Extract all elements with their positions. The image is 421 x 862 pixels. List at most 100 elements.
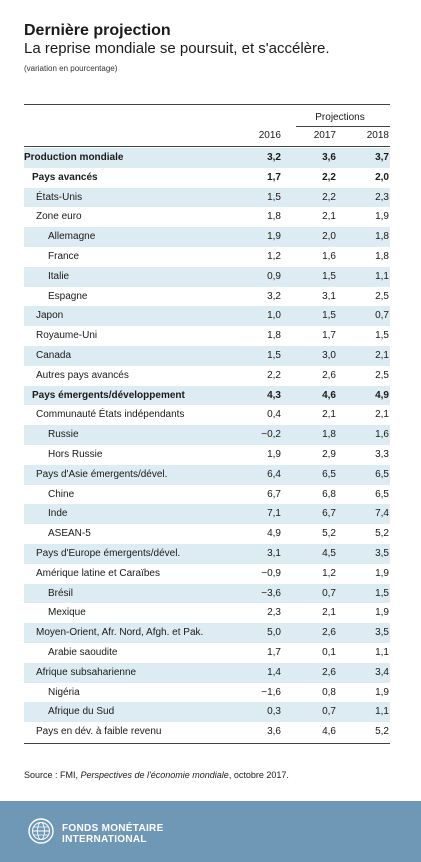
value-2016: 1,0 [267, 310, 281, 322]
row-label: Pays d'Asie émergents/dével. [36, 468, 168, 480]
footer-bar: FONDS MONÉTAIRE INTERNATIONAL [0, 801, 421, 862]
value-2016: 1,9 [267, 231, 281, 243]
row-label: Japon [36, 310, 64, 322]
value-2018: 1,6 [375, 429, 389, 441]
value-2016: 3,1 [267, 547, 281, 559]
value-2017: 2,0 [322, 231, 336, 243]
table-row: Allemagne 1,9 2,0 1,8 [24, 227, 390, 247]
value-2018: 6,5 [375, 488, 389, 500]
value-2017: 1,8 [322, 429, 336, 441]
value-2018: 1,1 [375, 706, 389, 718]
value-2017: 2,2 [322, 171, 336, 183]
year-header-row: 2016 2017 2018 [24, 130, 390, 144]
table-row: ASEAN-5 4,9 5,2 5,2 [24, 524, 390, 544]
value-2016: 1,8 [267, 211, 281, 223]
row-label: Moyen-Orient, Afr. Nord, Afgh. et Pak. [36, 627, 204, 639]
value-2016: 1,9 [267, 448, 281, 460]
table-row: Afrique subsaharienne 1,4 2,6 3,4 [24, 662, 390, 683]
row-label: Zone euro [36, 211, 82, 223]
year-2018-header: 2018 [366, 130, 389, 141]
table-bottom-rule [24, 743, 390, 744]
value-2016: 2,2 [267, 369, 281, 381]
source-note: Source : FMI, Perspectives de l'économie… [24, 770, 289, 780]
org-name: FONDS MONÉTAIRE INTERNATIONAL [62, 823, 164, 845]
value-2018: 3,3 [375, 448, 389, 460]
value-2018: 3,5 [375, 547, 389, 559]
row-label: Hors Russie [48, 448, 103, 460]
value-2018: 2,5 [375, 369, 389, 381]
value-2016: 1,5 [267, 191, 281, 203]
org-name-line2: INTERNATIONAL [62, 834, 147, 845]
value-2018: 2,1 [375, 409, 389, 421]
value-2017: 4,6 [322, 726, 336, 738]
value-2018: 1,9 [375, 607, 389, 619]
value-2017: 3,0 [322, 349, 336, 361]
value-2018: 0,7 [375, 310, 389, 322]
value-2018: 1,5 [375, 587, 389, 599]
table-row: Espagne 3,2 3,1 2,5 [24, 287, 390, 307]
value-2016: −1,6 [261, 686, 281, 698]
row-label: Royaume-Uni [36, 330, 98, 342]
value-2016: 5,0 [267, 627, 281, 639]
row-label: Allemagne [48, 231, 96, 243]
row-label: Chine [48, 488, 75, 500]
projections-rule [296, 126, 390, 127]
value-2017: 2,6 [322, 369, 336, 381]
value-2018: 1,9 [375, 686, 389, 698]
table-row: Arabie saoudite 1,7 0,1 1,1 [24, 643, 390, 663]
table-row: États-Unis 1,5 2,2 2,3 [24, 187, 390, 208]
value-2018: 2,0 [375, 171, 389, 183]
value-2017: 5,2 [322, 528, 336, 540]
value-2016: 3,2 [267, 290, 281, 302]
value-2016: 6,4 [267, 468, 281, 480]
value-2018: 1,9 [375, 211, 389, 223]
value-2017: 6,5 [322, 468, 336, 480]
value-2016: 0,9 [267, 270, 281, 282]
page-subtitle: La reprise mondiale se poursuit, et s'ac… [24, 40, 330, 57]
org-name-line1: FONDS MONÉTAIRE [62, 823, 164, 834]
row-label: Pays d'Europe émergents/dével. [36, 547, 181, 559]
row-label: Pays en dév. à faible revenu [36, 726, 162, 738]
table-row: Moyen-Orient, Afr. Nord, Afgh. et Pak. 5,… [24, 623, 390, 643]
value-2016: 4,3 [267, 389, 281, 401]
row-label: Pays avancés [32, 171, 98, 183]
value-2017: 2,6 [322, 666, 336, 678]
row-label: Communauté États indépendants [36, 409, 185, 421]
row-label: Brésil [48, 587, 74, 599]
value-2016: 6,7 [267, 488, 281, 500]
row-label: France [48, 250, 80, 262]
value-2016: −3,6 [261, 587, 281, 599]
row-label: Amérique latine et Caraïbes [36, 567, 160, 579]
value-2016: 1,5 [267, 349, 281, 361]
value-2017: 0,8 [322, 686, 336, 698]
row-label: Espagne [48, 290, 88, 302]
value-2017: 3,6 [322, 152, 336, 163]
value-2017: 0,7 [322, 706, 336, 718]
table-row: Russie −0,2 1,8 1,6 [24, 425, 390, 445]
value-2018: 4,9 [375, 389, 389, 401]
value-2018: 1,9 [375, 567, 389, 579]
value-2017: 1,2 [322, 567, 336, 579]
value-2017: 0,7 [322, 587, 336, 599]
value-2017: 4,5 [322, 547, 336, 559]
value-2018: 3,7 [375, 152, 389, 163]
value-2018: 2,1 [375, 349, 389, 361]
table-row: Canada 1,5 3,0 2,1 [24, 345, 390, 366]
table-row: Pays d'Europe émergents/dével. 3,1 4,5 3,5 [24, 543, 390, 564]
value-2018: 1,1 [375, 646, 389, 658]
value-2016: 7,1 [267, 508, 281, 520]
table-row: Production mondiale 3,2 3,6 3,7 [24, 148, 390, 168]
value-2017: 1,7 [322, 330, 336, 342]
value-2016: −0,9 [261, 567, 281, 579]
value-2017: 3,1 [322, 290, 336, 302]
row-label: Production mondiale [24, 152, 124, 163]
value-2017: 6,8 [322, 488, 336, 500]
value-2017: 2,6 [322, 627, 336, 639]
value-2016: 1,8 [267, 330, 281, 342]
row-label: Nigéria [48, 686, 80, 698]
value-2018: 3,4 [375, 666, 389, 678]
table-row: Chine 6,7 6,8 6,5 [24, 485, 390, 505]
row-label: Mexique [48, 607, 86, 619]
page-title: Dernière projection [24, 22, 171, 39]
source-title: Perspectives de l'économie mondiale [80, 770, 229, 780]
